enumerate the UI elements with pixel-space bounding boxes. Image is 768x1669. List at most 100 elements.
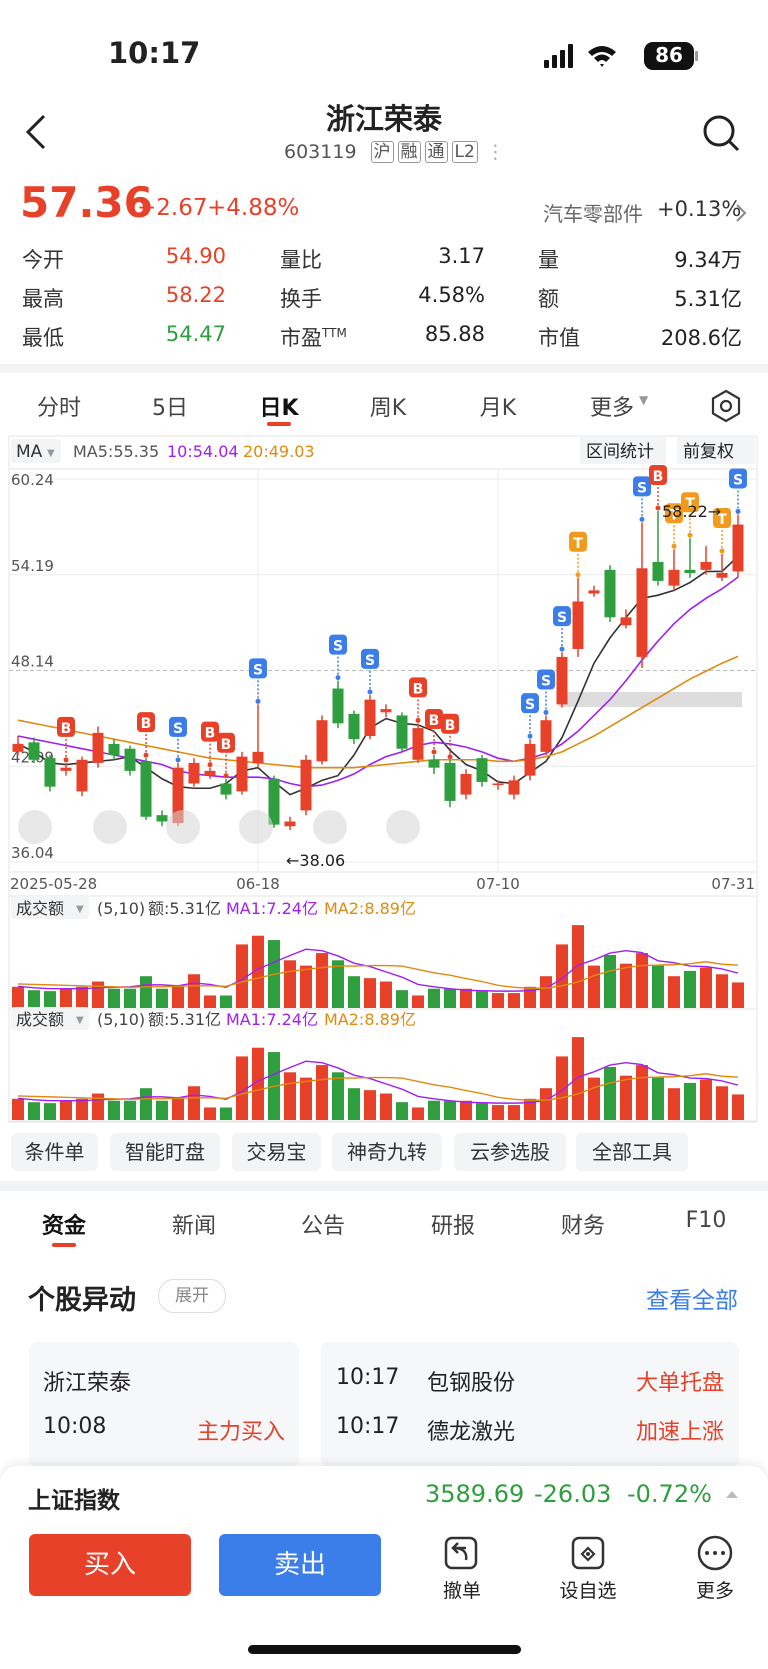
candle-body: [716, 573, 728, 578]
period-tab[interactable]: 5日: [152, 396, 188, 421]
candle-body: [556, 656, 568, 705]
stat-label: 市盈TTM: [280, 326, 347, 350]
volume-bar: [556, 1056, 568, 1120]
period-tab[interactable]: 更多: [589, 396, 635, 421]
candle-body: [652, 561, 664, 581]
chart-control[interactable]: [313, 810, 347, 844]
period-tab[interactable]: 周K: [369, 396, 407, 421]
volume-bar: [364, 978, 376, 1008]
stat-value: 54.90: [165, 244, 226, 268]
candle-body: [140, 761, 152, 817]
chart-control[interactable]: [239, 810, 273, 844]
ma-line: [17, 576, 739, 788]
alert-card[interactable]: [29, 1342, 299, 1467]
back-button[interactable]: [22, 112, 52, 152]
tool-button[interactable]: 神奇九转: [332, 1133, 442, 1171]
tool-button[interactable]: 云参选股: [454, 1133, 566, 1171]
signal-dot: [559, 646, 565, 652]
signal-label: S: [173, 721, 183, 737]
alert-card[interactable]: [321, 1342, 739, 1467]
alert-time: 10:17: [336, 1414, 400, 1439]
high-label: 58.22→: [662, 502, 721, 521]
chart-control[interactable]: [386, 810, 420, 844]
volume-bar: [412, 1107, 424, 1120]
action-item[interactable]: 撤单: [442, 1580, 482, 1602]
info-tab[interactable]: 新闻: [171, 1214, 217, 1239]
signal-label: S: [557, 610, 567, 626]
signal-badge: [329, 634, 347, 655]
kline-chart: MA ▼ MA5:55.35 10:54.04 20:49.03 区间统计 前复权 36.04…: [8, 435, 758, 1123]
info-tab[interactable]: 研报: [430, 1214, 476, 1239]
volume-bar: [732, 1094, 744, 1120]
volume-bar: [220, 995, 232, 1008]
volume-select[interactable]: [11, 1007, 89, 1030]
tool-button[interactable]: 交易宝: [232, 1133, 321, 1171]
alert-time: 10:17: [336, 1365, 400, 1390]
action-item[interactable]: 更多: [695, 1580, 735, 1602]
signal-label: B: [141, 716, 152, 732]
sector-name[interactable]: 汽车零部件: [543, 202, 643, 226]
period-tab[interactable]: 分时: [36, 396, 82, 421]
volume-ma-line: [17, 1073, 739, 1101]
volume-bar: [44, 1103, 56, 1120]
x-tick-label: 06-18: [236, 875, 280, 893]
signal-dot: [655, 505, 661, 511]
chart-control[interactable]: [93, 810, 127, 844]
candle-body: [380, 709, 392, 713]
signal-badge: [217, 732, 235, 753]
chart-control[interactable]: [18, 810, 52, 844]
signal-dot: [175, 757, 181, 763]
period-tab[interactable]: 月K: [479, 396, 517, 421]
chart-button[interactable]: [677, 436, 755, 464]
signal-label: B: [445, 718, 456, 734]
signal-label: T: [573, 536, 583, 552]
info-tab[interactable]: F10: [685, 1208, 727, 1233]
view-all-link[interactable]: 查看全部: [646, 1288, 738, 1314]
settings-button[interactable]: [708, 388, 744, 424]
volume-bar: [684, 1082, 696, 1120]
volume-bar: [28, 990, 40, 1008]
candle-body: [220, 783, 232, 795]
volume-bar: [92, 1093, 104, 1120]
period-tab[interactable]: 日K: [259, 396, 299, 421]
expand-arrow[interactable]: [724, 1488, 740, 1500]
expand-button[interactable]: 展开: [158, 1279, 226, 1313]
info-tab[interactable]: 公告: [300, 1214, 346, 1239]
volume-bar: [492, 1105, 504, 1120]
sell-button[interactable]: 卖出: [219, 1534, 381, 1596]
y-tick-label: 60.24: [11, 471, 54, 489]
candle-body: [348, 713, 360, 740]
buy-button[interactable]: 买入: [29, 1534, 191, 1596]
stat-value: 9.34万: [674, 248, 742, 272]
status-icons: [544, 42, 698, 70]
sector-change: +0.13%: [657, 197, 742, 221]
volume-bar: [28, 1102, 40, 1120]
volume-bar: [540, 1088, 552, 1120]
tool-button[interactable]: 智能盯盘: [110, 1133, 220, 1171]
chart-button[interactable]: [580, 436, 666, 464]
info-tab[interactable]: 资金: [41, 1214, 87, 1239]
candle-body: [316, 720, 328, 762]
info-tab[interactable]: 财务: [560, 1214, 606, 1239]
tool-button[interactable]: 条件单: [11, 1133, 98, 1171]
stat-label-sup: TTM: [322, 326, 347, 340]
volume-bar: [508, 993, 520, 1008]
index-name[interactable]: 上证指数: [28, 1488, 120, 1514]
search-button[interactable]: [700, 112, 744, 156]
candle-body: [92, 732, 104, 763]
chart-control[interactable]: [166, 810, 200, 844]
signal-label: T: [669, 507, 679, 523]
more-dots[interactable]: ⋮: [485, 141, 505, 163]
volume-bar: [12, 1098, 24, 1120]
action-item[interactable]: 设自选: [559, 1580, 617, 1602]
volume-bar: [492, 993, 504, 1008]
cost-band: [559, 692, 742, 707]
tool-button[interactable]: 全部工具: [576, 1133, 688, 1171]
signal-dot: [431, 749, 437, 755]
volume-bar: [636, 953, 648, 1008]
signal-badge: [537, 669, 555, 690]
volume-bar: [444, 1100, 456, 1120]
volume-select[interactable]: [11, 896, 89, 919]
volume-bar: [76, 1098, 88, 1120]
candle-body: [444, 762, 456, 801]
